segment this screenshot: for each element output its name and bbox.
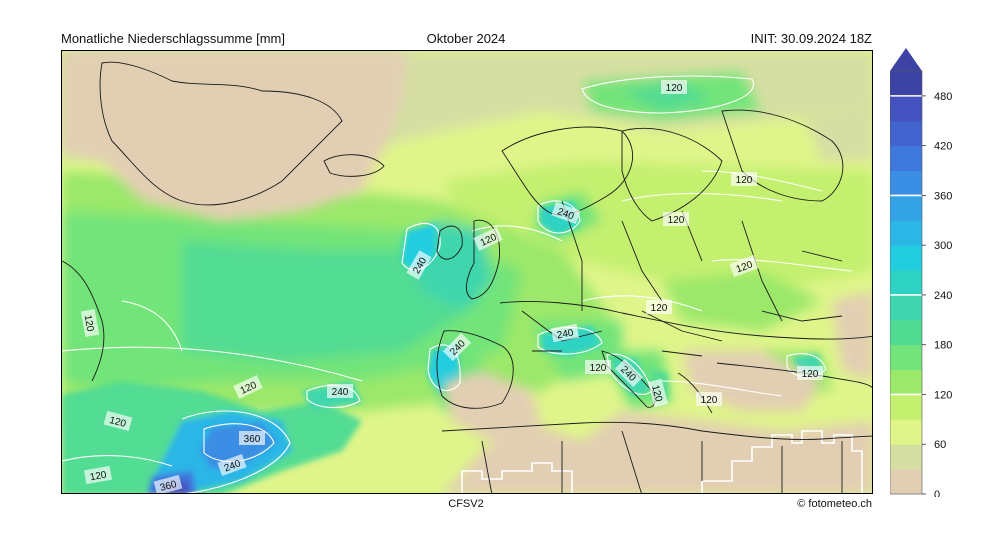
contour-label: 240 — [327, 384, 353, 398]
colorbar-tick-label: 180 — [934, 340, 952, 352]
svg-text:120: 120 — [108, 415, 127, 430]
svg-text:120: 120 — [802, 369, 819, 380]
colorbar-tick-label: 60 — [934, 439, 946, 451]
colorbar-band — [890, 195, 922, 221]
colorbar-band — [890, 270, 922, 296]
svg-text:240: 240 — [332, 387, 349, 398]
contour-label: 120 — [585, 360, 611, 374]
svg-text:120: 120 — [651, 303, 668, 314]
colorbar-band — [890, 220, 922, 246]
colorbar-tick-label: 0 — [934, 489, 940, 497]
svg-text:120: 120 — [649, 384, 664, 403]
colorbar-band — [890, 319, 922, 346]
colorbar-band — [890, 145, 922, 172]
contour-label: 120 — [663, 212, 689, 226]
contour-label: 120 — [103, 410, 133, 432]
colorbar-band — [890, 369, 922, 395]
svg-text:360: 360 — [159, 479, 178, 494]
svg-text:120: 120 — [666, 83, 683, 94]
chart-title: Monatliche Niederschlagssumme [mm] — [61, 31, 285, 46]
contour-label: 120 — [647, 378, 669, 408]
precipitation-map: 120 120 120 120 120 120 120 120 120 120 … — [61, 50, 873, 494]
svg-text:240: 240 — [556, 328, 575, 342]
colorbar-contour-markers — [890, 95, 922, 396]
colorbar-band — [890, 394, 922, 420]
contour-label: 120 — [646, 300, 672, 314]
contour-label: 120 — [83, 465, 113, 485]
colorbar-tick-label: 420 — [934, 141, 952, 153]
colorbar-band — [890, 294, 922, 321]
precipitation-field — [62, 51, 872, 493]
contour-label: 120 — [696, 392, 722, 406]
contour-label: 120 — [797, 366, 823, 380]
colorbar-tick-label: 120 — [934, 389, 952, 401]
colorbar-tick-label: 480 — [934, 91, 952, 103]
colorbar-band — [890, 245, 922, 271]
colorbar-band — [890, 444, 922, 470]
colorbar-tick-label: 300 — [934, 240, 952, 252]
svg-text:120: 120 — [668, 215, 685, 226]
colorbar-band — [890, 344, 922, 371]
colorbar-tick-label: 360 — [934, 190, 952, 202]
contour-lines — [62, 75, 853, 493]
contour-label: 120 — [80, 308, 100, 338]
init-time: INIT: 30.09.2024 18Z — [750, 31, 872, 46]
colorbar-bands — [890, 71, 922, 495]
svg-text:120: 120 — [590, 363, 607, 374]
contour-label: 120 — [731, 172, 757, 186]
africa-highlands-outline — [461, 430, 863, 493]
colorbar-band — [890, 170, 922, 196]
svg-text:120: 120 — [89, 470, 108, 484]
contour-label: 240 — [550, 323, 580, 343]
colorbar-frame — [889, 70, 923, 495]
svg-text:120: 120 — [736, 175, 753, 186]
colorbar-band — [890, 71, 922, 97]
colorbar-band — [890, 95, 922, 122]
model-label: CFSV2 — [448, 498, 484, 510]
colorbar-band — [890, 469, 922, 495]
contour-label: 360 — [153, 474, 183, 494]
coastlines — [62, 61, 872, 493]
contour-label: 360 — [239, 431, 265, 445]
colorbar-band — [890, 419, 922, 445]
contour-label: 120 — [661, 80, 687, 94]
chart-period: Oktober 2024 — [426, 31, 506, 46]
svg-text:360: 360 — [244, 434, 261, 445]
colorbar-ticks: 0 60 120 180 240 300 360 420 480 — [922, 91, 952, 501]
triangle-up-icon — [890, 48, 922, 71]
colorbar-tick-label: 240 — [934, 290, 952, 302]
svg-text:120: 120 — [701, 395, 718, 406]
svg-text:120: 120 — [82, 314, 96, 333]
colorbar-band — [890, 120, 922, 147]
colorbar: 0 60 120 180 240 300 360 420 480 — [889, 45, 970, 502]
credit-label: © fotometeo.ch — [797, 498, 872, 510]
